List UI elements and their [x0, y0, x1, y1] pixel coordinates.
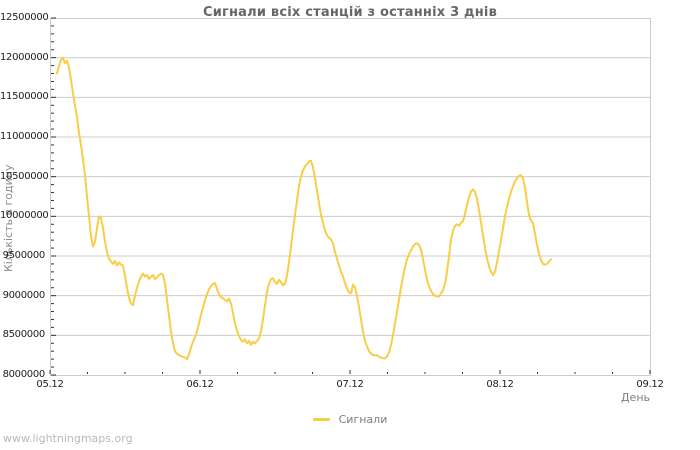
y-tick-label: 10500000 — [0, 170, 49, 182]
chart-title: Сигнали всіх станцій з останніх 3 днів — [202, 5, 498, 20]
x-tick-label: 06.12 — [186, 379, 214, 390]
x-axis-title: День — [620, 391, 650, 404]
y-tick-label: 11500000 — [0, 91, 49, 103]
x-tick-label: 07.12 — [336, 379, 364, 390]
y-tick-label: 8000000 — [2, 369, 46, 380]
y-tick-label: 10000000 — [0, 210, 49, 222]
plot-border — [50, 18, 651, 376]
y-tick-label: 9000000 — [2, 289, 46, 301]
y-tick-label: 12000000 — [0, 51, 49, 63]
x-tick-label: 05.12 — [36, 379, 64, 390]
y-tick-label: 8500000 — [2, 329, 46, 341]
legend-line-swatch — [312, 418, 330, 421]
legend-label: Сигнали — [338, 413, 388, 426]
watermark: www.lightningmaps.org — [3, 432, 133, 445]
legend: Сигнали — [50, 413, 650, 426]
y-tick-label: 12500000 — [0, 12, 49, 23]
x-tick-label: 09.12 — [636, 379, 664, 390]
x-tick-label: 08.12 — [486, 379, 514, 390]
y-tick-label: 11000000 — [0, 131, 49, 142]
signals-line — [56, 56, 552, 361]
y-tick-label: 9500000 — [2, 250, 46, 261]
